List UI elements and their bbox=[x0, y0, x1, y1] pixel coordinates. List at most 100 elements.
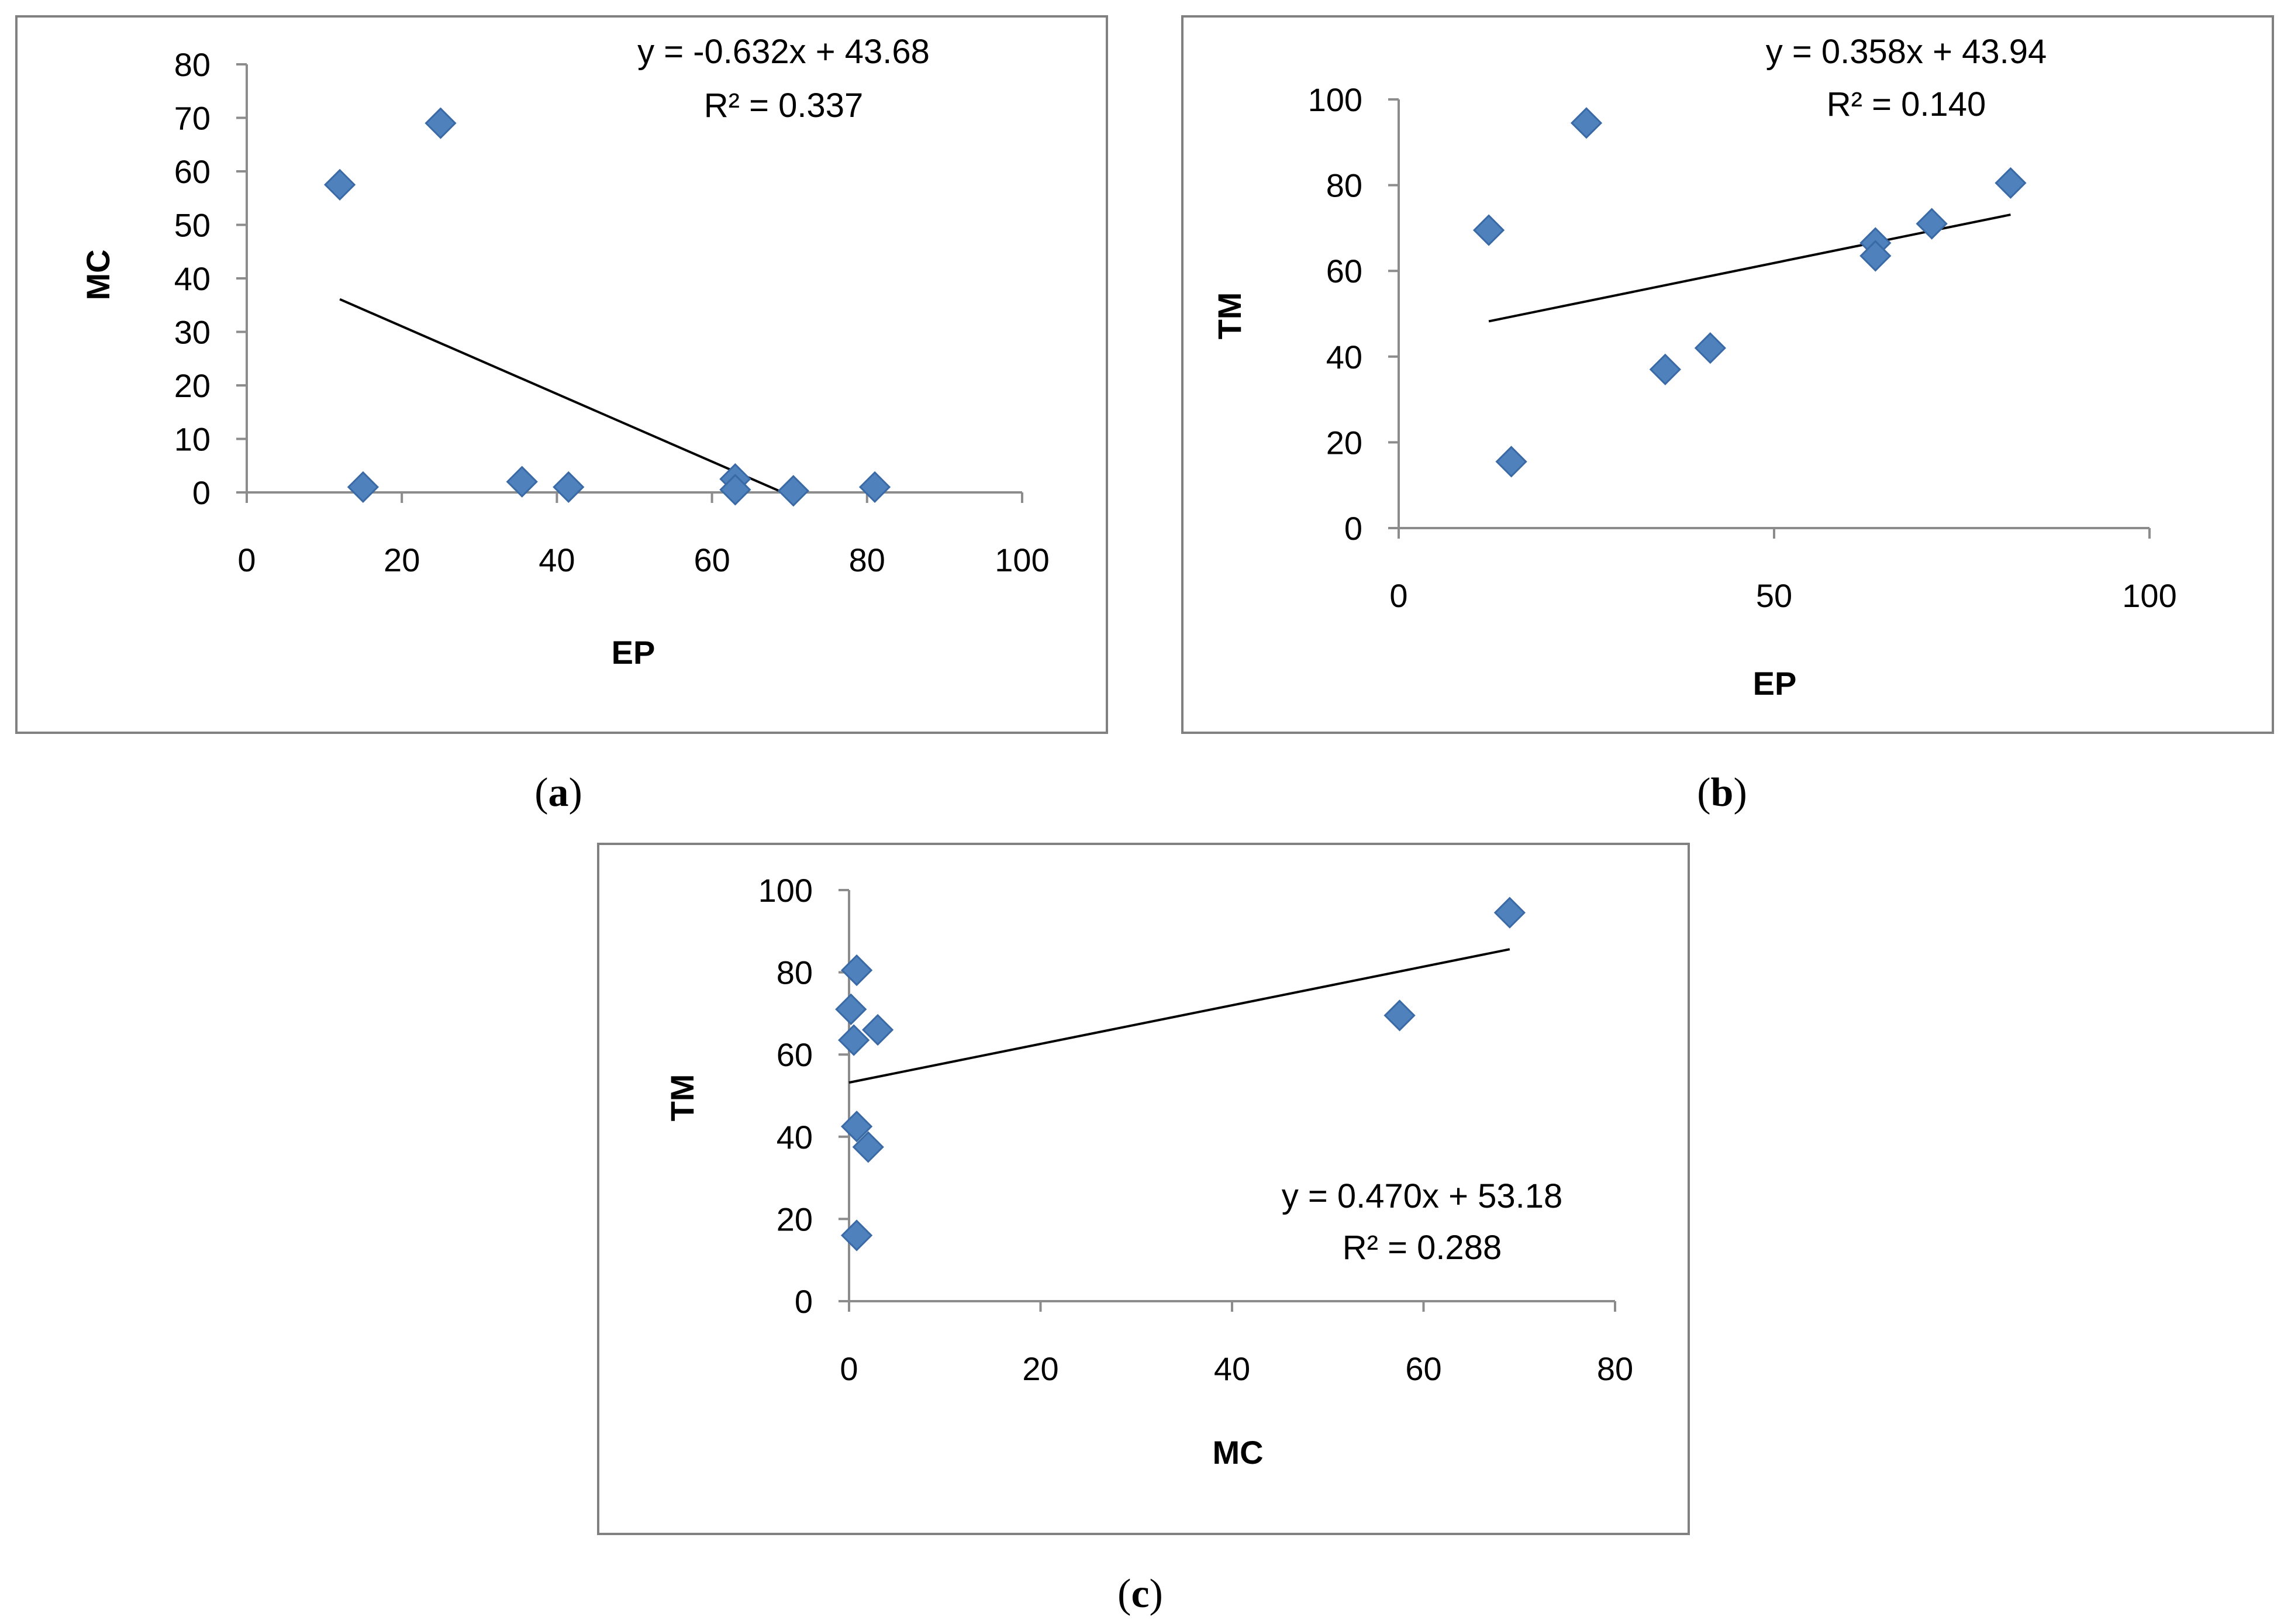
data-point bbox=[835, 993, 867, 1025]
y-axis-title: TM bbox=[1211, 292, 1248, 340]
x-tick-label: 20 bbox=[1022, 1350, 1058, 1387]
panel-letter: c bbox=[1131, 1571, 1149, 1616]
r-squared-label: R² = 0.288 bbox=[1343, 1229, 1502, 1267]
y-tick-labels: 0 20 40 60 80 100 bbox=[758, 872, 813, 1320]
chart-frame bbox=[15, 15, 1108, 734]
x-tick-label: 60 bbox=[693, 542, 730, 578]
y-tick-labels: 0 10 20 30 40 50 60 70 80 bbox=[174, 46, 211, 511]
trendline-segment bbox=[339, 298, 784, 494]
y-tick-label: 30 bbox=[174, 314, 211, 351]
trendline-segment bbox=[1488, 213, 2011, 323]
chart-frame bbox=[597, 843, 1690, 1535]
data-point bbox=[1694, 332, 1726, 364]
y-tick-label: 60 bbox=[1326, 253, 1362, 289]
x-tick-label: 40 bbox=[539, 542, 575, 578]
x-tick-label: 80 bbox=[849, 542, 885, 578]
x-tick-label: 20 bbox=[384, 542, 420, 578]
panel-letter: b bbox=[1711, 770, 1734, 815]
data-point bbox=[777, 475, 809, 507]
data-points bbox=[323, 107, 891, 507]
y-tick-label: 0 bbox=[192, 474, 211, 511]
y-axis-title: TM bbox=[664, 1074, 701, 1122]
y-tick-label: 0 bbox=[795, 1283, 813, 1320]
axes bbox=[236, 63, 1023, 503]
data-point bbox=[1493, 897, 1526, 929]
axes bbox=[1388, 98, 2151, 539]
x-tick-label: 100 bbox=[995, 542, 1049, 578]
data-point bbox=[506, 466, 538, 498]
x-tick-label: 100 bbox=[2122, 577, 2176, 614]
data-point bbox=[840, 954, 873, 987]
data-point bbox=[862, 1013, 894, 1046]
data-point bbox=[323, 168, 356, 201]
x-tick-label: 0 bbox=[237, 542, 256, 578]
data-point bbox=[425, 107, 457, 139]
data-points bbox=[835, 897, 1526, 1251]
x-tick-label: 80 bbox=[1597, 1350, 1633, 1387]
regression-equation: y = 0.470x + 53.18 bbox=[1282, 1177, 1562, 1215]
chart-panel-b: 0 50 100 0 20 40 60 80 100 EP TM y = 0.358x + 4… bbox=[1181, 15, 2274, 734]
data-point bbox=[719, 474, 751, 506]
x-tick-label: 0 bbox=[840, 1350, 858, 1387]
y-tick-label: 20 bbox=[174, 367, 211, 404]
regression-equation: y = -0.632x + 43.68 bbox=[637, 33, 930, 71]
panel-label-c: (c) bbox=[1117, 1571, 1163, 1616]
data-point bbox=[1472, 214, 1505, 246]
y-tick-label: 60 bbox=[777, 1036, 813, 1073]
trendline bbox=[1488, 213, 2011, 323]
x-tick-label: 40 bbox=[1214, 1350, 1250, 1387]
data-point bbox=[838, 1024, 870, 1056]
trendline bbox=[339, 298, 784, 494]
x-tick-labels: 0 20 40 60 80 bbox=[840, 1350, 1633, 1387]
y-tick-label: 60 bbox=[174, 153, 211, 190]
data-point bbox=[840, 1219, 873, 1251]
y-tick-label: 10 bbox=[174, 421, 211, 458]
chart-panel-c: 0 20 40 60 80 0 20 40 60 80 100 MC TM y = 0.470x … bbox=[597, 843, 1690, 1535]
data-point bbox=[347, 471, 379, 503]
y-tick-label: 20 bbox=[1326, 424, 1362, 461]
y-tick-label: 80 bbox=[777, 954, 813, 991]
x-tick-label: 50 bbox=[1756, 577, 1792, 614]
data-point bbox=[858, 471, 891, 503]
panel-letter: a bbox=[548, 770, 569, 815]
chart-panel-a: 0 20 40 60 80 100 0 10 20 30 40 50 60 70 80 EP MC y =… bbox=[15, 15, 1108, 734]
data-point bbox=[1495, 446, 1527, 478]
y-tick-label: 40 bbox=[777, 1119, 813, 1156]
y-tick-label: 100 bbox=[1308, 81, 1362, 118]
data-point bbox=[1570, 107, 1603, 139]
y-tick-label: 20 bbox=[777, 1201, 813, 1237]
data-point bbox=[1859, 240, 1892, 272]
panel-label-b: (b) bbox=[1697, 770, 1747, 815]
data-point bbox=[1916, 208, 1948, 240]
x-tick-labels: 0 20 40 60 80 100 bbox=[237, 542, 1049, 578]
x-tick-label: 60 bbox=[1405, 1350, 1441, 1387]
data-point bbox=[553, 471, 585, 503]
data-point bbox=[1649, 353, 1681, 385]
y-tick-label: 40 bbox=[174, 260, 211, 297]
data-point bbox=[1383, 999, 1416, 1032]
y-tick-label: 0 bbox=[1344, 510, 1362, 547]
y-tick-label: 70 bbox=[174, 100, 211, 137]
data-point bbox=[840, 1111, 873, 1143]
x-axis-title: EP bbox=[1753, 665, 1797, 702]
regression-equation: y = 0.358x + 43.94 bbox=[1766, 33, 2047, 71]
x-tick-label: 0 bbox=[1389, 577, 1407, 614]
r-squared-label: R² = 0.140 bbox=[1827, 85, 1986, 123]
trendline-segment bbox=[848, 948, 1510, 1084]
x-tick-labels: 0 50 100 bbox=[1389, 577, 2176, 614]
r-squared-label: R² = 0.337 bbox=[704, 87, 863, 125]
x-axis-title: EP bbox=[612, 634, 655, 671]
y-tick-label: 100 bbox=[758, 872, 813, 909]
y-tick-label: 80 bbox=[174, 46, 211, 83]
data-points bbox=[1472, 107, 2027, 478]
data-point bbox=[1995, 167, 2027, 199]
chart-frame bbox=[1181, 15, 2274, 734]
trendline bbox=[848, 948, 1510, 1084]
y-tick-label: 80 bbox=[1326, 167, 1362, 204]
y-tick-labels: 0 20 40 60 80 100 bbox=[1308, 81, 1362, 547]
panel-label-a: (a) bbox=[534, 770, 582, 815]
x-axis-title: MC bbox=[1212, 1434, 1263, 1471]
y-axis-title: MC bbox=[80, 249, 116, 300]
y-tick-label: 40 bbox=[1326, 339, 1362, 375]
